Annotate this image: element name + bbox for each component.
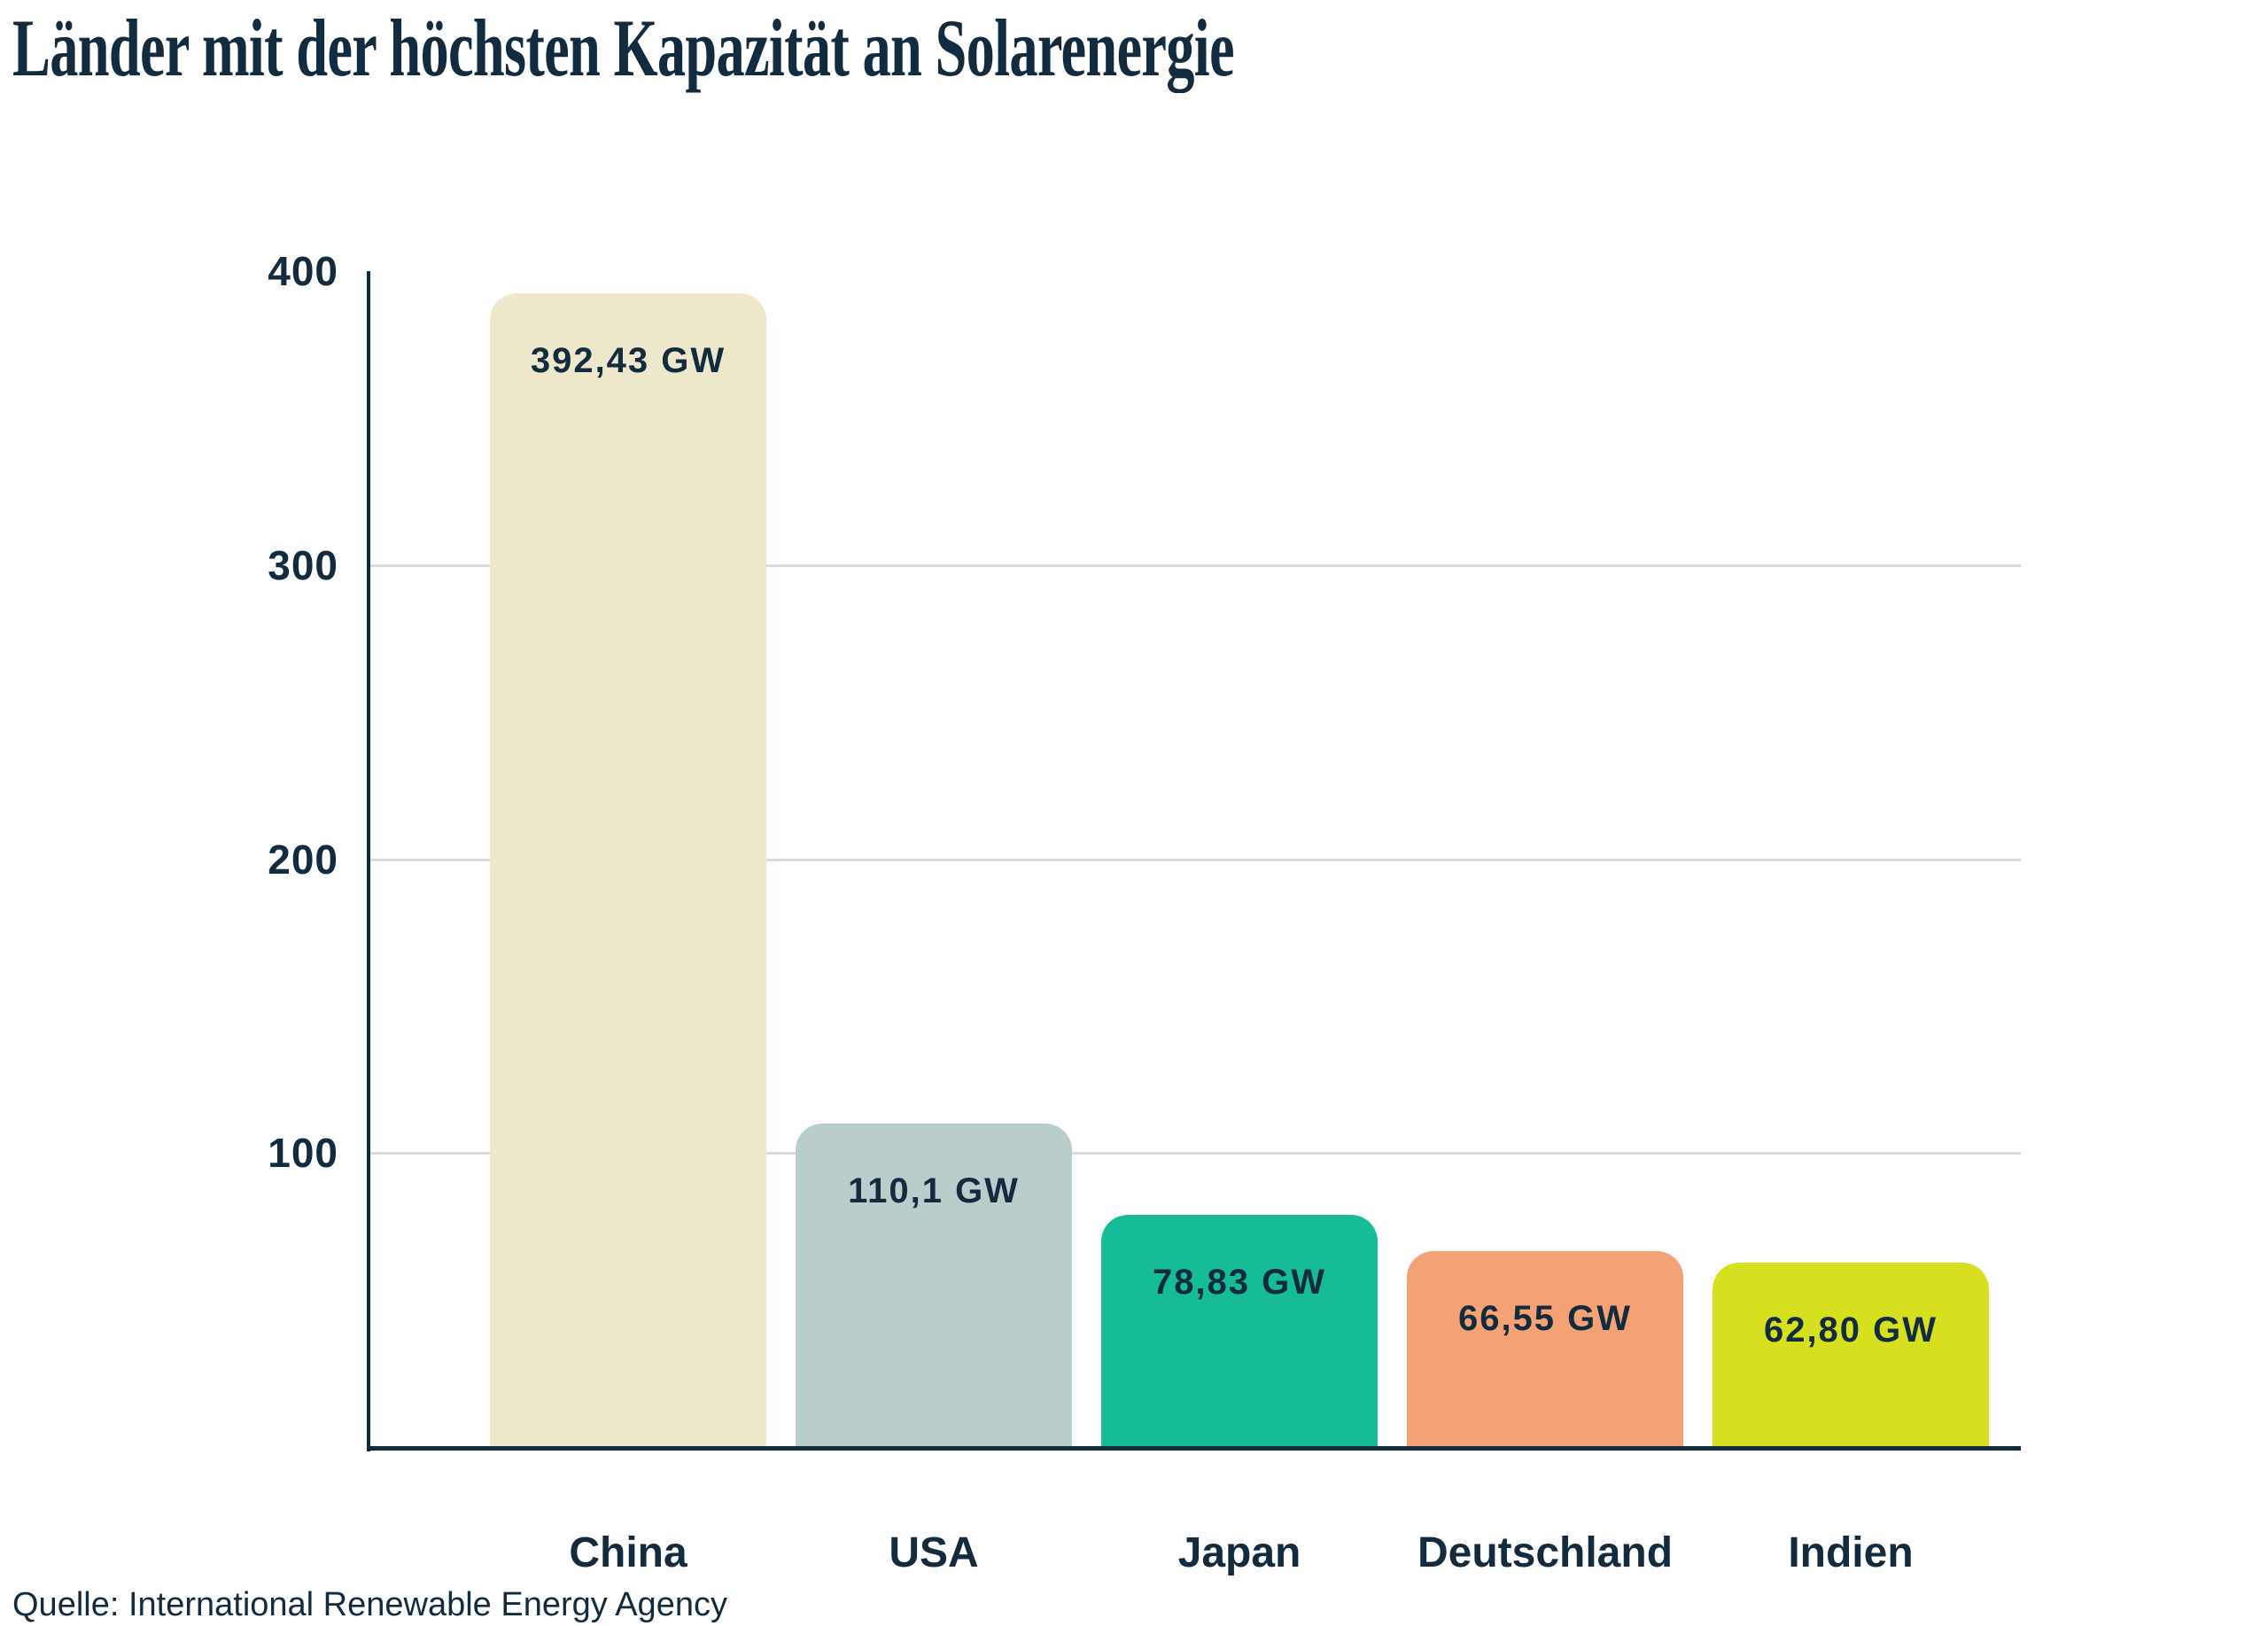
- category-label-japan: Japan: [1177, 1529, 1301, 1576]
- bar-indien: 62,80 GW: [1713, 1262, 1989, 1447]
- tick-label-300: 300: [268, 541, 338, 588]
- chart-title: Länder mit der höchsten Kapazität an Sol…: [12, 3, 1235, 93]
- bar-japan: 78,83 GW: [1101, 1215, 1378, 1447]
- value-label-japan: 78,83 GW: [1152, 1263, 1327, 1303]
- category-label-china: China: [569, 1529, 687, 1576]
- value-label-deutschland: 66,55 GW: [1457, 1299, 1633, 1339]
- category-label-deutschland: Deutschland: [1417, 1529, 1674, 1576]
- bar-deutschland: 66,55 GW: [1407, 1251, 1683, 1447]
- value-label-indien: 62,80 GW: [1763, 1310, 1938, 1350]
- gridline-200: [370, 858, 2021, 861]
- x-axis-line: [367, 1446, 2021, 1451]
- category-label-indien: Indien: [1788, 1529, 1914, 1576]
- category-label-usa: USA: [889, 1529, 979, 1576]
- tick-label-100: 100: [268, 1130, 338, 1177]
- bar-usa: 110,1 GW: [796, 1123, 1072, 1447]
- gridline-300: [370, 564, 2021, 567]
- source-note: Quelle: International Renewable Energy A…: [12, 1586, 727, 1623]
- value-label-china: 392,43 GW: [530, 341, 726, 381]
- bar-china: 392,43 GW: [490, 293, 766, 1447]
- y-axis-line: [367, 271, 370, 1451]
- gridline-100: [370, 1152, 2021, 1155]
- tick-label-200: 200: [268, 836, 338, 883]
- value-label-usa: 110,1 GW: [848, 1171, 1020, 1210]
- tick-label-400: 400: [268, 248, 338, 294]
